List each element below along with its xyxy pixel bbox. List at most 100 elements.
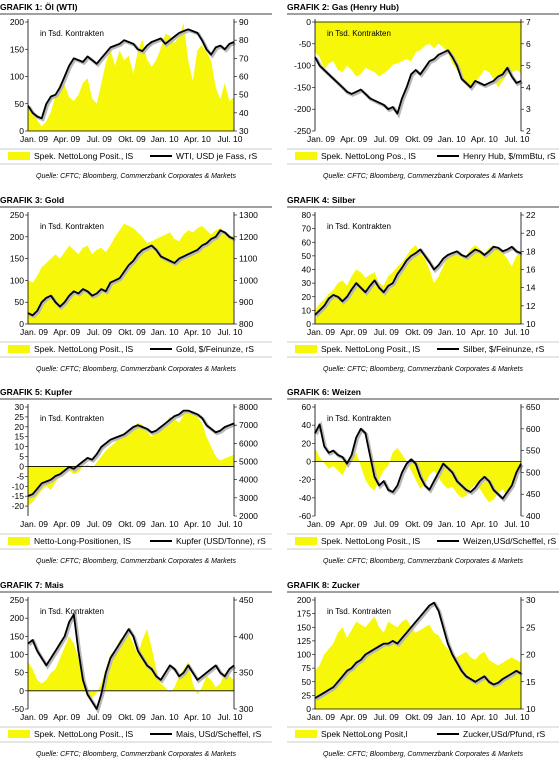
x-tick-label: Jan. 10 xyxy=(438,327,466,337)
chart-panel: GRAFIK 2: Gas (Henry Hub) -250 -200 -150 -10… xyxy=(287,2,559,180)
legend-label: Silber, $/Feinunze, rS xyxy=(463,344,545,354)
y-tick-label: 60 xyxy=(302,402,312,412)
y-tick-label: 25 xyxy=(15,412,25,422)
y-tick-label: 200 xyxy=(10,17,24,27)
y2-tick-label: 400 xyxy=(526,511,540,521)
x-tick-label: Apr. 09 xyxy=(53,134,80,144)
chart-source: Quelle: CFTC; Bloomberg, Commerzbank Cor… xyxy=(36,173,236,180)
y-tick-label: 0 xyxy=(306,319,311,329)
chart-source: Quelle: CFTC; Bloomberg, Commerzbank Cor… xyxy=(323,173,523,180)
chart-panel: GRAFIK 7: Mais -50 0 50 100 150 200 250 300 350 40… xyxy=(0,580,272,758)
chart-title-prefix: GRAFIK 3: xyxy=(0,195,45,205)
chart-title: GRAFIK 3: Gold xyxy=(0,195,64,205)
x-tick-label: Jul. 09 xyxy=(374,327,399,337)
chart-title-prefix: GRAFIK 5: xyxy=(0,387,45,397)
y-tick-label: 0 xyxy=(19,686,24,696)
x-tick-label: Jul. 10 xyxy=(217,712,242,722)
y-tick-label: -200 xyxy=(294,104,311,114)
legend-label: Spek. NettoLong Posit., lS xyxy=(34,729,134,739)
y2-tick-label: 1300 xyxy=(239,210,258,220)
y2-tick-label: 350 xyxy=(239,668,253,678)
y-tick-label: -60 xyxy=(299,511,312,521)
y2-tick-label: 600 xyxy=(526,424,540,434)
chart-title-main: Silber xyxy=(332,195,356,205)
y2-tick-label: 18 xyxy=(526,246,536,256)
y-tick-label: 40 xyxy=(302,265,312,275)
x-tick-label: Apr. 10 xyxy=(184,327,211,337)
chart-title-main: Mais xyxy=(45,580,64,590)
y2-tick-label: 16 xyxy=(526,265,536,275)
legend-label: Spek. NettoLong Posit., lS xyxy=(34,151,134,161)
series-area xyxy=(315,616,521,709)
y2-tick-label: 40 xyxy=(239,108,249,118)
y2-tick-label: 8000 xyxy=(239,402,258,412)
x-tick-label: Jul. 09 xyxy=(374,519,399,529)
y2-tick-label: 10 xyxy=(526,704,536,714)
chart-note: in Tsd. Kontrakten xyxy=(40,222,104,231)
x-tick-label: Jan. 09 xyxy=(307,134,335,144)
y-tick-label: 0 xyxy=(306,704,311,714)
y-tick-label: 75 xyxy=(302,663,312,673)
y-tick-label: 20 xyxy=(302,438,312,448)
y-tick-label: 200 xyxy=(297,595,311,605)
x-tick-label: Jan. 09 xyxy=(20,134,48,144)
y2-tick-label: 650 xyxy=(526,402,540,412)
y2-tick-label: 70 xyxy=(239,53,249,63)
y-tick-label: 150 xyxy=(10,631,24,641)
chart-title: GRAFIK 6: Weizen xyxy=(287,387,361,397)
legend-label: Gold, $/Feinunze, rS xyxy=(176,344,254,354)
x-tick-label: Okt. 09 xyxy=(405,134,433,144)
series-line xyxy=(314,245,522,316)
y2-tick-label: 3000 xyxy=(239,493,258,503)
x-tick-label: Jul. 10 xyxy=(217,519,242,529)
legend-swatch-area xyxy=(8,345,30,353)
legend-label: Mais, USd/Scheffel, rS xyxy=(176,729,262,739)
x-tick-label: Jan. 10 xyxy=(438,519,466,529)
legend-swatch-area xyxy=(295,345,317,353)
y-tick-label: 175 xyxy=(297,609,311,619)
y-tick-label: 50 xyxy=(15,99,25,109)
x-tick-label: Apr. 09 xyxy=(53,519,80,529)
chart-title-prefix: GRAFIK 1: xyxy=(0,2,45,12)
series-line xyxy=(27,229,235,317)
y2-tick-label: 6000 xyxy=(239,438,258,448)
series-area xyxy=(28,629,234,699)
y2-tick-label: 450 xyxy=(526,489,540,499)
legend-label: Netto-Long-Positionen, lS xyxy=(34,536,131,546)
y-tick-label: 150 xyxy=(10,44,24,54)
chart-note: in Tsd. Kontrakten xyxy=(40,607,104,616)
y-tick-label: 0 xyxy=(19,319,24,329)
x-tick-label: Jul. 10 xyxy=(504,327,529,337)
y-tick-label: -5 xyxy=(16,471,24,481)
y-tick-label: 50 xyxy=(302,251,312,261)
y-tick-label: -250 xyxy=(294,126,311,136)
series-line xyxy=(314,601,522,699)
series-area xyxy=(28,23,234,132)
chart-note: in Tsd. Kontrakten xyxy=(40,414,104,423)
chart-panel: GRAFIK 1: Öl (WTI) 0 50 100 150 200 30 40 50 60 70… xyxy=(0,2,272,180)
x-tick-label: Jul. 10 xyxy=(217,327,242,337)
x-tick-label: Apr. 10 xyxy=(471,519,498,529)
x-tick-label: Apr. 10 xyxy=(184,712,211,722)
chart-title: GRAFIK 2: Gas (Henry Hub) xyxy=(287,2,399,12)
y2-tick-label: 30 xyxy=(526,595,536,605)
y-tick-label: 20 xyxy=(15,422,25,432)
chart-title-prefix: GRAFIK 2: xyxy=(287,2,332,12)
legend-label: Spek. NettoLong Posit., lS xyxy=(34,344,134,354)
chart-title-prefix: GRAFIK 7: xyxy=(0,580,45,590)
chart-title: GRAFIK 5: Kupfer xyxy=(0,387,73,397)
y-tick-label: 40 xyxy=(302,420,312,430)
x-tick-label: Apr. 09 xyxy=(53,327,80,337)
legend-swatch-area xyxy=(295,537,317,545)
chart-title: GRAFIK 8: Zucker xyxy=(287,580,360,590)
chart-title: GRAFIK 4: Silber xyxy=(287,195,356,205)
series-area xyxy=(315,447,521,503)
chart-panel: GRAFIK 8: Zucker 0 25 50 75 100 125 150 175 200 10… xyxy=(287,580,559,758)
series-area xyxy=(28,411,234,507)
x-tick-label: Okt. 09 xyxy=(405,519,433,529)
y-tick-label: 70 xyxy=(302,224,312,234)
y-tick-label: 50 xyxy=(15,297,25,307)
chart-title-main: Kupfer xyxy=(45,387,73,397)
